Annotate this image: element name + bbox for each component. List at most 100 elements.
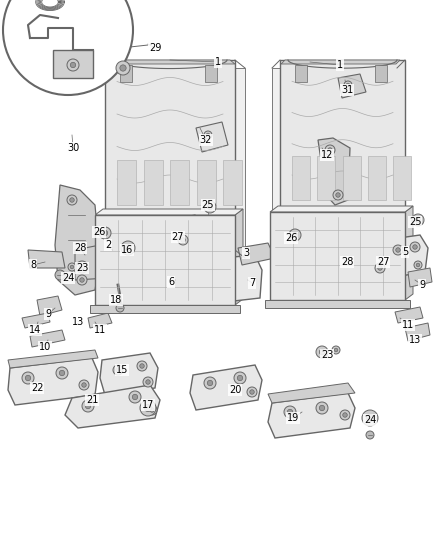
Circle shape <box>22 372 34 384</box>
Polygon shape <box>268 393 355 438</box>
Circle shape <box>333 190 343 200</box>
Polygon shape <box>117 159 136 205</box>
Text: 23: 23 <box>321 350 333 360</box>
Text: 21: 21 <box>86 395 98 405</box>
Text: 28: 28 <box>74 243 86 253</box>
Polygon shape <box>318 138 350 205</box>
Circle shape <box>80 278 84 282</box>
Circle shape <box>410 242 420 252</box>
Polygon shape <box>270 206 413 212</box>
Circle shape <box>116 61 130 75</box>
Circle shape <box>59 370 65 376</box>
Circle shape <box>129 391 141 403</box>
Polygon shape <box>365 245 400 290</box>
Circle shape <box>366 431 374 439</box>
Circle shape <box>67 195 77 205</box>
Circle shape <box>79 264 85 270</box>
Circle shape <box>82 383 86 387</box>
Text: 10: 10 <box>39 342 51 352</box>
Polygon shape <box>205 65 217 82</box>
Polygon shape <box>292 156 310 200</box>
Text: 30: 30 <box>67 143 79 153</box>
Circle shape <box>70 198 74 202</box>
Circle shape <box>70 265 74 269</box>
Circle shape <box>343 413 347 417</box>
Polygon shape <box>405 206 413 300</box>
Polygon shape <box>100 353 158 395</box>
Circle shape <box>79 380 89 390</box>
Text: 29: 29 <box>149 43 161 53</box>
Polygon shape <box>190 365 262 410</box>
Text: 23: 23 <box>76 263 88 273</box>
Polygon shape <box>30 330 65 347</box>
Circle shape <box>234 372 246 384</box>
Text: 24: 24 <box>62 273 74 283</box>
Circle shape <box>77 275 87 285</box>
Circle shape <box>25 375 31 381</box>
Circle shape <box>375 263 385 273</box>
Polygon shape <box>268 383 355 403</box>
Polygon shape <box>100 237 133 252</box>
Circle shape <box>289 229 301 241</box>
Circle shape <box>113 365 123 375</box>
Polygon shape <box>90 305 240 313</box>
Polygon shape <box>37 296 62 316</box>
Text: 8: 8 <box>30 260 36 270</box>
Polygon shape <box>265 300 410 308</box>
Circle shape <box>204 131 212 139</box>
Circle shape <box>132 394 138 400</box>
Text: 5: 5 <box>402 247 408 257</box>
Circle shape <box>56 367 68 379</box>
Circle shape <box>250 390 254 394</box>
Circle shape <box>181 238 185 243</box>
Circle shape <box>71 62 76 68</box>
Text: 32: 32 <box>200 135 212 145</box>
Polygon shape <box>28 250 65 268</box>
Circle shape <box>207 381 213 386</box>
Circle shape <box>102 230 108 236</box>
Circle shape <box>55 270 65 280</box>
Text: 11: 11 <box>94 325 106 335</box>
Polygon shape <box>235 209 243 305</box>
Circle shape <box>292 232 298 238</box>
Text: 9: 9 <box>45 309 51 319</box>
Text: 16: 16 <box>121 245 133 255</box>
Polygon shape <box>382 235 428 278</box>
Circle shape <box>125 245 131 251</box>
Polygon shape <box>280 60 405 245</box>
Polygon shape <box>8 350 98 368</box>
Circle shape <box>415 217 421 223</box>
Polygon shape <box>197 159 215 205</box>
Circle shape <box>336 193 340 197</box>
Polygon shape <box>218 255 262 302</box>
Text: 1: 1 <box>215 57 221 67</box>
Polygon shape <box>53 50 93 78</box>
Polygon shape <box>238 243 275 265</box>
Polygon shape <box>95 209 243 215</box>
Circle shape <box>145 405 152 411</box>
Circle shape <box>396 248 400 252</box>
Circle shape <box>334 348 338 352</box>
Text: 19: 19 <box>287 413 299 423</box>
Circle shape <box>85 403 91 409</box>
Polygon shape <box>22 313 50 328</box>
Text: 14: 14 <box>29 325 41 335</box>
Circle shape <box>207 204 213 209</box>
Circle shape <box>237 375 243 381</box>
Text: 12: 12 <box>321 150 333 160</box>
Text: 6: 6 <box>168 277 174 287</box>
Text: 3: 3 <box>243 248 249 258</box>
Circle shape <box>140 400 156 416</box>
Circle shape <box>346 83 350 87</box>
Polygon shape <box>343 156 361 200</box>
Polygon shape <box>338 244 368 265</box>
Polygon shape <box>368 156 386 200</box>
Circle shape <box>287 409 293 415</box>
Circle shape <box>284 406 296 418</box>
Circle shape <box>204 377 216 389</box>
Circle shape <box>332 346 340 354</box>
Polygon shape <box>270 212 405 300</box>
Polygon shape <box>272 68 397 253</box>
Circle shape <box>319 405 325 411</box>
Polygon shape <box>110 60 235 64</box>
